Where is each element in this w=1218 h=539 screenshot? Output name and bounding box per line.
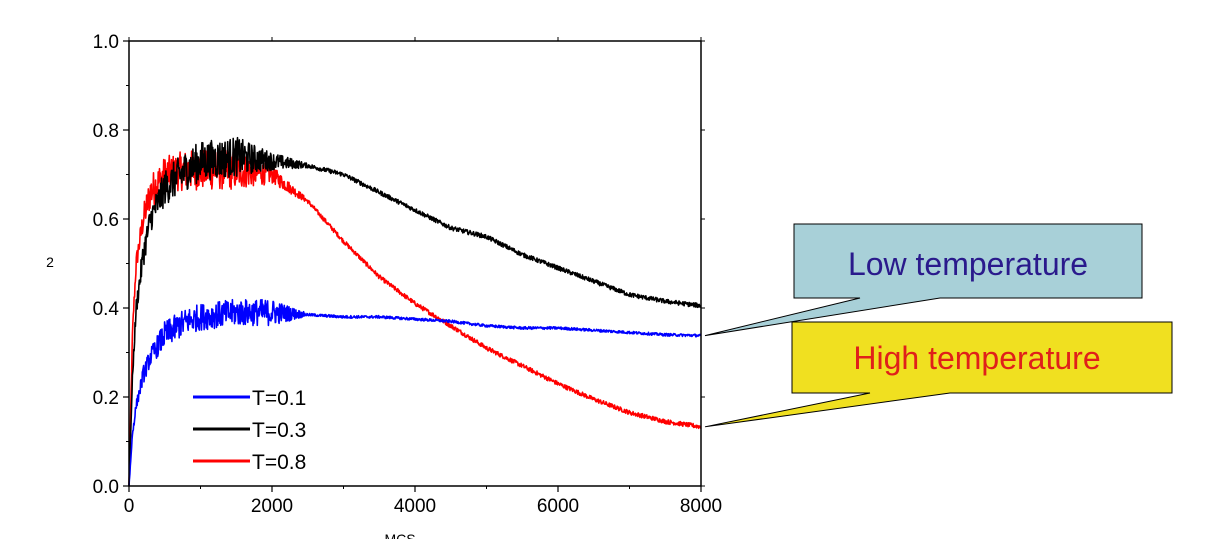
x-tick-label: 6000: [537, 496, 579, 517]
y-tick-label: 1.0: [93, 32, 119, 53]
x-tick-label: 4000: [394, 496, 436, 517]
y-tick-label: 0.0: [93, 477, 119, 498]
y-axis-label: 2: [46, 254, 54, 270]
legend-label: T=0.8: [252, 451, 306, 474]
y-tick-label: 0.2: [93, 388, 119, 409]
callout-high-temperature: High temperature: [704, 321, 1173, 428]
plot-frame: [128, 40, 702, 487]
y-tick-label: 0.4: [93, 299, 120, 320]
y-tick-label: 0.6: [93, 210, 119, 231]
legend-label: T=0.3: [252, 419, 306, 442]
callout-low-temperature: Low temperature: [704, 223, 1143, 337]
legend-label: T=0.1: [252, 387, 306, 410]
axis-ticks: 0 2000 4000 6000 8000 0.0 0.2 0.4 0.6 0.8 1.0: [93, 32, 723, 517]
x-tick-label: 2000: [251, 496, 293, 517]
series-line-t-0-3: [128, 136, 702, 487]
callout-low-shape: [704, 223, 1143, 337]
callout-low-text: Low temperature: [848, 246, 1088, 282]
series-line-t-0-1: [128, 298, 702, 487]
x-axis-label: MCS: [384, 531, 415, 539]
series-layer: [128, 136, 702, 487]
legend: T=0.1 T=0.3 T=0.8: [193, 387, 306, 474]
y-tick-label: 0.8: [93, 121, 119, 142]
x-tick-label: 8000: [680, 496, 722, 517]
callout-high-text: High temperature: [853, 340, 1100, 376]
x-tick-label: 0: [124, 496, 135, 517]
callout-high-shape: [704, 321, 1173, 428]
